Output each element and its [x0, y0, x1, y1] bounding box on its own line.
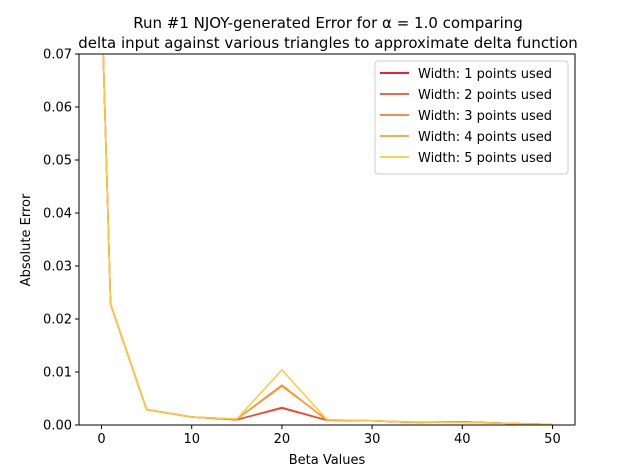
legend: Width: 1 points used Width: 2 points used… [374, 60, 569, 175]
axes-group: 0 10 20 30 40 50 0.00 0.01 0.02 0.03 0.04 0.05 0.06 0… [43, 48, 561, 448]
legend-label-4: Width: 4 points used [418, 130, 552, 145]
chart-title-line-2: delta input against various triangles to… [78, 34, 578, 52]
y-tick-label: 0.07 [43, 48, 72, 63]
plot-frame [78, 53, 576, 426]
series-line-5 [102, 54, 553, 425]
legend-label-2: Width: 2 points used [418, 88, 552, 103]
x-tick-label: 0 [97, 432, 105, 447]
y-tick-label: 0.03 [43, 260, 72, 275]
y-tick-label: 0.00 [43, 419, 72, 434]
y-tick-label: 0.04 [43, 207, 72, 222]
y-tick-label: 0.05 [43, 154, 72, 169]
x-tick-label: 30 [364, 432, 381, 447]
chart-title-line-1: Run #1 NJOY-generated Error for α = 1.0 … [133, 14, 523, 32]
y-axis-label: Absolute Error [19, 193, 34, 286]
x-tick-label: 40 [454, 432, 471, 447]
x-axis-label: Beta Values [289, 453, 366, 468]
y-tick-label: 0.01 [43, 366, 72, 381]
legend-label-5: Width: 5 points used [418, 151, 552, 166]
x-tick-label: 50 [544, 432, 561, 447]
legend-label-3: Width: 3 points used [418, 109, 552, 124]
y-tick-label: 0.02 [43, 313, 72, 328]
x-tick-label: 10 [183, 432, 200, 447]
series-group [102, 54, 553, 425]
legend-box [374, 60, 569, 175]
legend-label-1: Width: 1 points used [418, 67, 552, 82]
x-tick-label: 20 [274, 432, 291, 447]
y-tick-label: 0.06 [43, 101, 72, 116]
